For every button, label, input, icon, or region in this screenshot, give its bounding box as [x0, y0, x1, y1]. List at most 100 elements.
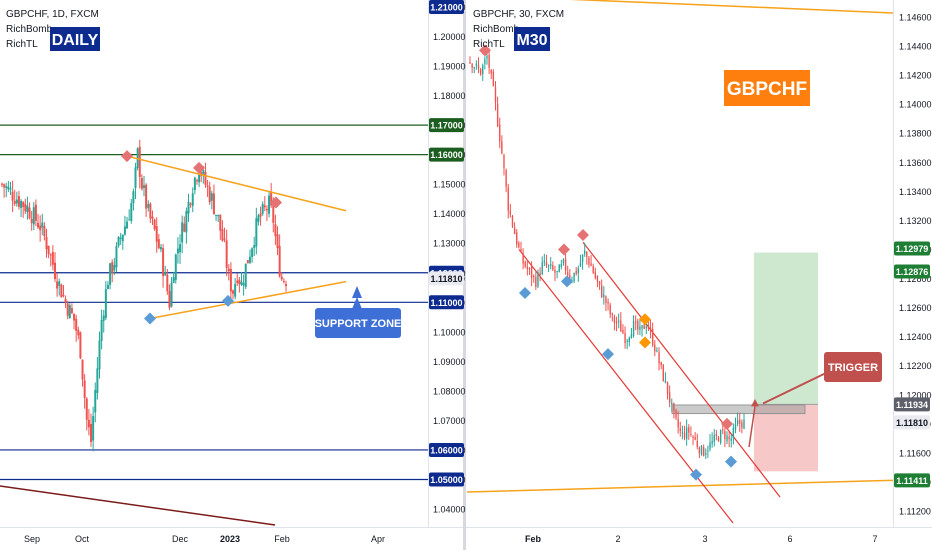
m30-candle[interactable]	[607, 301, 609, 304]
daily-candle[interactable]	[45, 236, 48, 250]
daily-candle[interactable]	[5, 186, 8, 188]
daily-candle[interactable]	[191, 193, 194, 206]
daily-candle[interactable]	[179, 244, 182, 253]
daily-candle[interactable]	[272, 203, 275, 223]
m30-candle[interactable]	[613, 316, 616, 323]
m30-candle[interactable]	[658, 352, 660, 364]
daily-candle[interactable]	[98, 340, 101, 370]
trade-stop-zone[interactable]	[754, 404, 818, 472]
m30-candle[interactable]	[664, 380, 667, 383]
daily-candle[interactable]	[85, 398, 88, 420]
m30-candle[interactable]	[558, 264, 560, 273]
m30-candle[interactable]	[705, 452, 707, 455]
m30-candle[interactable]	[622, 329, 624, 334]
m30-candle[interactable]	[520, 248, 522, 252]
daily-candle[interactable]	[22, 202, 25, 207]
daily-candle[interactable]	[109, 263, 112, 285]
m30-candle[interactable]	[717, 437, 720, 442]
daily-candle[interactable]	[56, 281, 59, 289]
support-zone-callout[interactable]	[315, 308, 401, 338]
breakout-zone[interactable]	[671, 404, 806, 415]
m30-candle[interactable]	[537, 272, 539, 287]
daily-candle[interactable]	[53, 262, 56, 280]
daily-candle[interactable]	[70, 308, 73, 314]
m30-candle[interactable]	[469, 62, 471, 64]
m30-longterm-support-line[interactable]	[467, 479, 893, 493]
m30-candle[interactable]	[647, 325, 650, 329]
m30-candle[interactable]	[588, 257, 590, 265]
m30-candle[interactable]	[505, 170, 507, 187]
m30-candle[interactable]	[562, 259, 565, 263]
daily-descending-trendline[interactable]	[126, 155, 347, 212]
daily-ascending-trendline[interactable]	[149, 280, 347, 320]
daily-candle[interactable]	[134, 167, 137, 188]
daily-plot-area[interactable]: SUPPORT ZONE	[0, 124, 428, 526]
daily-candle[interactable]	[229, 268, 232, 292]
daily-longterm-resistance-line[interactable]	[0, 485, 276, 526]
m30-candle[interactable]	[596, 276, 599, 282]
m30-orange-marker[interactable]	[639, 336, 651, 349]
m30-price-axis[interactable]: 1.14600 1.14400 1.14200 1.14000 1.13800 1.136…	[894, 13, 932, 517]
daily-price-axis[interactable]: 1.21000 1.20000 1.19000 1.18000 1.17000 1.160…	[429, 0, 466, 515]
m30-candle[interactable]	[741, 422, 743, 428]
m30-candle[interactable]	[662, 364, 664, 382]
m30-candle[interactable]	[579, 262, 582, 267]
m30-candle[interactable]	[592, 265, 594, 273]
m30-candle[interactable]	[726, 435, 728, 441]
m30-candle[interactable]	[639, 326, 641, 330]
m30-candle[interactable]	[603, 294, 605, 298]
daily-candle[interactable]	[185, 211, 188, 233]
m30-candle[interactable]	[645, 326, 647, 328]
m30-candle[interactable]	[630, 334, 633, 339]
m30-candle[interactable]	[598, 281, 601, 285]
m30-candle[interactable]	[711, 440, 713, 444]
daily-candle[interactable]	[145, 184, 148, 209]
m30-candle[interactable]	[554, 269, 556, 273]
daily-candle[interactable]	[113, 264, 116, 271]
m30-candle[interactable]	[501, 141, 503, 154]
m30-candle[interactable]	[573, 272, 575, 282]
m30-red-marker[interactable]	[721, 417, 733, 430]
m30-candle[interactable]	[617, 320, 620, 322]
daily-candle[interactable]	[102, 315, 105, 321]
m30-candle[interactable]	[698, 447, 701, 454]
daily-candle[interactable]	[94, 389, 97, 413]
m30-candle[interactable]	[709, 442, 711, 450]
daily-candle[interactable]	[15, 199, 18, 204]
daily-candle[interactable]	[208, 186, 211, 203]
m30-candle[interactable]	[624, 333, 626, 344]
m30-blue-marker[interactable]	[519, 287, 531, 300]
m30-candle[interactable]	[513, 227, 516, 235]
daily-candle[interactable]	[75, 318, 78, 331]
daily-candle[interactable]	[39, 225, 42, 231]
m30-candle[interactable]	[654, 344, 656, 352]
daily-red-peak-marker[interactable]	[270, 196, 282, 209]
daily-candle[interactable]	[236, 280, 239, 284]
daily-candle[interactable]	[106, 284, 109, 289]
m30-candle[interactable]	[586, 251, 588, 258]
daily-candle[interactable]	[248, 256, 251, 263]
daily-candle[interactable]	[64, 298, 67, 303]
m30-candle[interactable]	[503, 154, 505, 169]
daily-candle[interactable]	[128, 219, 131, 221]
daily-candle[interactable]	[181, 222, 184, 243]
daily-candle[interactable]	[206, 185, 209, 187]
m30-candle[interactable]	[649, 327, 652, 331]
daily-candle[interactable]	[246, 260, 249, 264]
m30-candle[interactable]	[681, 432, 684, 434]
m30-candle[interactable]	[734, 424, 737, 430]
daily-candle[interactable]	[174, 254, 177, 281]
m30-candle[interactable]	[590, 263, 592, 267]
m30-candle[interactable]	[556, 270, 558, 272]
daily-candle[interactable]	[34, 204, 37, 221]
daily-candle[interactable]	[210, 193, 213, 201]
m30-candle[interactable]	[715, 434, 718, 436]
daily-candle[interactable]	[285, 283, 287, 286]
m30-candle[interactable]	[679, 428, 681, 431]
daily-candle[interactable]	[119, 237, 122, 239]
m30-candle[interactable]	[552, 265, 554, 270]
daily-candle[interactable]	[117, 237, 120, 246]
m30-candle[interactable]	[637, 320, 639, 330]
daily-candle[interactable]	[195, 180, 198, 182]
m30-candle[interactable]	[583, 250, 586, 254]
